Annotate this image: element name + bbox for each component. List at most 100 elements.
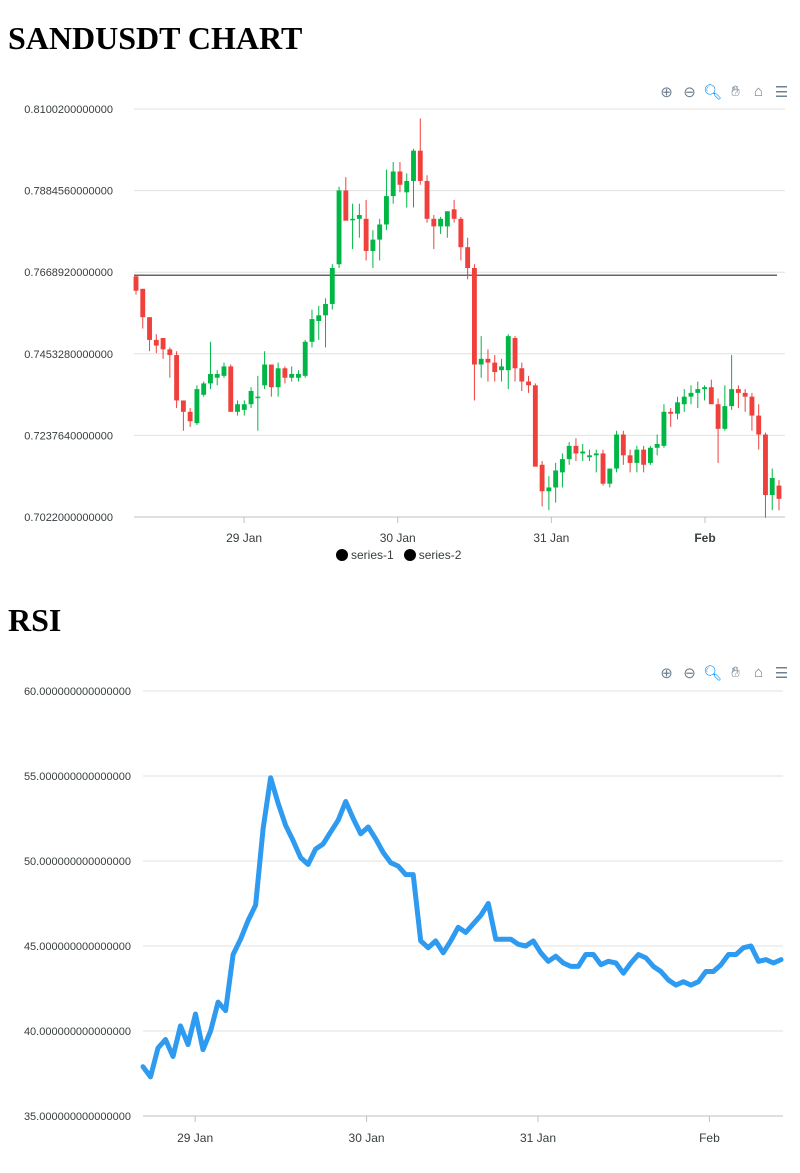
candle-body bbox=[147, 317, 152, 340]
candle-body bbox=[316, 315, 322, 321]
candle-body bbox=[282, 368, 288, 378]
y-tick-label: 0.7022000000000 bbox=[24, 512, 113, 524]
candle-body bbox=[350, 218, 356, 221]
zoom-out-icon[interactable]: ⊖ bbox=[683, 83, 696, 101]
candle-body bbox=[634, 449, 640, 463]
candle-body bbox=[499, 366, 504, 371]
candle-body bbox=[702, 387, 707, 390]
candle-body bbox=[580, 451, 586, 454]
candle-body bbox=[404, 180, 410, 193]
y-tick-label: 45.000000000000000 bbox=[24, 941, 131, 953]
candle-body bbox=[735, 389, 741, 393]
x-tick-label: 29 Jan bbox=[177, 1131, 213, 1145]
candle-body bbox=[661, 411, 667, 446]
candle-body bbox=[343, 190, 349, 221]
candle-body bbox=[167, 349, 173, 356]
candle-body bbox=[444, 211, 450, 227]
candle-body bbox=[769, 478, 775, 496]
legend-item[interactable]: series-1 bbox=[336, 548, 394, 562]
candle-body bbox=[458, 218, 464, 248]
candle-body bbox=[235, 404, 240, 412]
candle-body bbox=[241, 404, 247, 410]
home-icon[interactable]: ⌂ bbox=[753, 664, 764, 681]
hand-icon[interactable]: ✋︎ bbox=[731, 83, 740, 100]
rsi-line bbox=[140, 775, 784, 1080]
candle-body bbox=[688, 392, 694, 397]
y-tick-label: 60.000000000000000 bbox=[24, 686, 131, 698]
candle-body bbox=[153, 339, 159, 346]
legend-label: series-2 bbox=[418, 548, 462, 562]
rsi-title: RSI bbox=[8, 602, 62, 638]
legend-item[interactable]: series-2 bbox=[403, 548, 462, 562]
y-tick-label: 0.7453280000000 bbox=[24, 349, 113, 361]
candle-body bbox=[323, 303, 328, 316]
candle-body bbox=[546, 487, 552, 492]
candle-body bbox=[363, 218, 369, 251]
candle-body bbox=[214, 373, 220, 378]
candle-body bbox=[296, 373, 301, 378]
x-tick-label: 29 Jan bbox=[226, 531, 262, 545]
legend-marker bbox=[336, 549, 348, 561]
zoom-in-icon[interactable]: ⊕ bbox=[660, 83, 673, 101]
candle-body bbox=[553, 470, 559, 488]
candle-body bbox=[377, 224, 383, 240]
magnifier-icon[interactable]: 🔍︎ bbox=[702, 664, 723, 682]
candle-body bbox=[708, 387, 714, 405]
chart-title: SANDUSDT CHART bbox=[8, 20, 303, 56]
candle-body bbox=[729, 389, 735, 407]
hand-icon[interactable]: ✋︎ bbox=[731, 664, 740, 681]
x-tick-label: Feb bbox=[699, 1131, 720, 1145]
legend-label: series-1 bbox=[351, 548, 394, 562]
chart-toolbar: ⊕ ⊖ 🔍︎ ✋︎ ⌂ ☰ bbox=[657, 82, 791, 101]
candle-body bbox=[465, 247, 471, 269]
y-tick-label: 35.000000000000000 bbox=[24, 1111, 131, 1123]
candle-body bbox=[262, 364, 268, 386]
candle-body bbox=[397, 171, 403, 185]
candle-body bbox=[722, 406, 728, 429]
candle-body bbox=[255, 396, 261, 399]
zoom-in-icon[interactable]: ⊕ bbox=[660, 664, 673, 682]
candle-body bbox=[133, 276, 139, 291]
candle-body bbox=[451, 209, 457, 219]
candle-body bbox=[228, 366, 234, 412]
candle-body bbox=[492, 362, 498, 373]
magnifier-icon[interactable]: 🔍︎ bbox=[702, 83, 723, 101]
candle-body bbox=[512, 338, 518, 369]
candle-body bbox=[614, 434, 619, 469]
candle-body bbox=[505, 336, 511, 371]
candle-body bbox=[749, 396, 755, 416]
menu-icon[interactable]: ☰ bbox=[774, 664, 789, 682]
candle-body bbox=[417, 150, 423, 181]
candle-body bbox=[140, 288, 146, 318]
candle-body bbox=[675, 402, 680, 414]
candle-body bbox=[329, 268, 335, 304]
menu-icon[interactable]: ☰ bbox=[774, 83, 789, 101]
candle-body bbox=[641, 449, 647, 465]
y-tick-label: 0.8100200000000 bbox=[24, 104, 113, 116]
candle-body bbox=[532, 385, 538, 467]
home-icon[interactable]: ⌂ bbox=[753, 83, 764, 100]
candle-body bbox=[370, 239, 376, 251]
candle-body bbox=[390, 171, 396, 197]
candle-body bbox=[268, 364, 274, 388]
x-tick-label: Feb bbox=[694, 531, 715, 545]
y-tick-label: 0.7668920000000 bbox=[24, 267, 113, 279]
candle-body bbox=[756, 415, 762, 435]
candle-body bbox=[201, 383, 207, 395]
candle-body bbox=[519, 368, 525, 382]
x-tick-label: 30 Jan bbox=[349, 1131, 385, 1145]
candle-body bbox=[302, 341, 308, 376]
candle-body bbox=[438, 218, 444, 227]
candle-body bbox=[485, 358, 491, 363]
candle-body bbox=[695, 389, 701, 393]
legend-marker bbox=[403, 549, 416, 561]
candle-body bbox=[174, 355, 180, 401]
candle-body bbox=[356, 215, 362, 219]
candle-body bbox=[573, 445, 579, 454]
candle-body bbox=[620, 434, 626, 456]
candle-body bbox=[248, 390, 254, 405]
candle-body bbox=[194, 389, 200, 424]
y-tick-label: 55.000000000000000 bbox=[24, 771, 131, 783]
zoom-out-icon[interactable]: ⊖ bbox=[683, 664, 696, 682]
candle-body bbox=[309, 319, 315, 342]
